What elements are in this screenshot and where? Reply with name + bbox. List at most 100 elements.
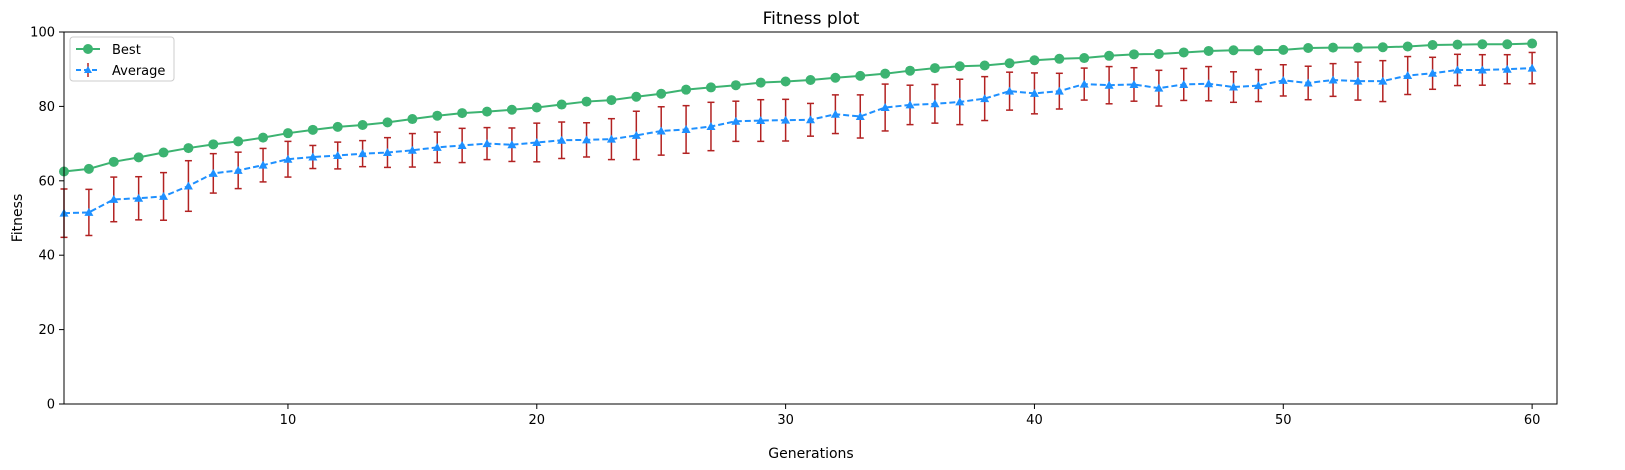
average-point bbox=[1527, 63, 1537, 72]
best-point bbox=[332, 121, 343, 132]
x-tick-label: 50 bbox=[1275, 413, 1292, 428]
average-point bbox=[283, 154, 293, 163]
average-point bbox=[1129, 79, 1139, 88]
average-point bbox=[1253, 81, 1263, 90]
best-point bbox=[1253, 45, 1264, 56]
average-point bbox=[557, 135, 567, 144]
y-axis-label: Fitness bbox=[10, 194, 26, 243]
average-point bbox=[407, 145, 417, 154]
best-point bbox=[631, 91, 642, 102]
best-point bbox=[681, 84, 692, 95]
best-point bbox=[1153, 48, 1164, 59]
best-point bbox=[1303, 42, 1314, 53]
best-point bbox=[1104, 50, 1115, 61]
best-markers bbox=[59, 38, 1538, 177]
best-point bbox=[208, 139, 219, 150]
average-point bbox=[84, 207, 94, 216]
average-point bbox=[333, 151, 343, 160]
best-point bbox=[1352, 42, 1363, 53]
best-point bbox=[979, 60, 990, 71]
best-point bbox=[830, 72, 841, 83]
best-point bbox=[556, 99, 567, 110]
best-point bbox=[407, 114, 418, 125]
average-point bbox=[955, 97, 965, 106]
best-point bbox=[1427, 40, 1438, 51]
best-point bbox=[531, 102, 542, 113]
legend-best-label: Best bbox=[112, 43, 141, 58]
y-axis: 0 20 40 60 80 100 bbox=[30, 26, 64, 413]
average-point bbox=[830, 109, 840, 118]
best-point bbox=[382, 117, 393, 128]
average-point bbox=[806, 115, 815, 124]
x-axis-label: Generations bbox=[768, 446, 853, 462]
average-point bbox=[756, 116, 766, 125]
average-point bbox=[1179, 79, 1189, 88]
average-point bbox=[855, 111, 865, 120]
best-point bbox=[805, 74, 816, 85]
average-point bbox=[1005, 86, 1015, 95]
average-point bbox=[1477, 65, 1487, 74]
average-point bbox=[781, 115, 791, 124]
average-point bbox=[731, 116, 741, 125]
average-point bbox=[1403, 71, 1413, 80]
y-tick-label: 100 bbox=[30, 26, 55, 41]
average-point bbox=[532, 137, 542, 146]
best-point bbox=[482, 106, 493, 117]
average-point bbox=[159, 191, 169, 200]
average-point bbox=[258, 160, 268, 169]
best-point bbox=[780, 76, 791, 87]
average-point bbox=[1204, 79, 1214, 88]
best-point bbox=[158, 147, 169, 158]
best-point bbox=[1452, 39, 1463, 50]
best-point bbox=[1203, 45, 1214, 56]
legend-average-label: Average bbox=[112, 64, 165, 79]
average-point bbox=[1029, 88, 1039, 97]
average-point bbox=[432, 142, 442, 151]
average-point bbox=[134, 193, 144, 202]
best-point bbox=[1128, 49, 1139, 60]
average-point bbox=[930, 99, 940, 108]
average-point bbox=[980, 94, 990, 103]
best-point bbox=[1477, 39, 1488, 50]
average-point bbox=[1353, 76, 1363, 85]
best-point bbox=[929, 63, 940, 74]
best-point bbox=[1178, 47, 1189, 58]
plot-area bbox=[59, 38, 1538, 239]
best-point bbox=[108, 156, 119, 167]
average-point bbox=[905, 100, 915, 109]
best-point bbox=[133, 152, 144, 163]
chart-title: Fitness plot bbox=[763, 9, 860, 29]
average-point bbox=[1104, 80, 1114, 89]
average-point bbox=[482, 139, 492, 148]
best-point bbox=[705, 82, 716, 93]
y-tick-label: 0 bbox=[47, 398, 55, 413]
best-point bbox=[1278, 44, 1289, 55]
average-point bbox=[358, 149, 368, 158]
average-point bbox=[1079, 79, 1089, 88]
y-tick-label: 20 bbox=[38, 323, 55, 338]
average-point bbox=[233, 165, 243, 174]
best-point bbox=[1402, 41, 1413, 52]
best-series-line bbox=[63, 42, 1533, 173]
best-point bbox=[183, 143, 194, 154]
best-point bbox=[581, 96, 592, 107]
average-point bbox=[1154, 83, 1164, 92]
x-tick-label: 40 bbox=[1026, 413, 1043, 428]
best-point bbox=[258, 132, 269, 143]
best-point bbox=[432, 110, 443, 121]
best-point bbox=[357, 120, 368, 130]
average-point bbox=[656, 126, 666, 135]
average-point bbox=[308, 152, 318, 161]
average-point bbox=[1378, 76, 1388, 85]
average-point bbox=[208, 168, 218, 177]
best-point bbox=[1054, 53, 1065, 64]
best-point bbox=[1004, 58, 1015, 69]
y-tick-label: 60 bbox=[38, 174, 55, 189]
legend-best-marker bbox=[83, 44, 93, 54]
best-point bbox=[730, 80, 741, 91]
average-point bbox=[507, 140, 517, 149]
best-point bbox=[954, 61, 965, 72]
legend: Best Average bbox=[69, 36, 175, 82]
average-markers bbox=[59, 63, 1537, 217]
